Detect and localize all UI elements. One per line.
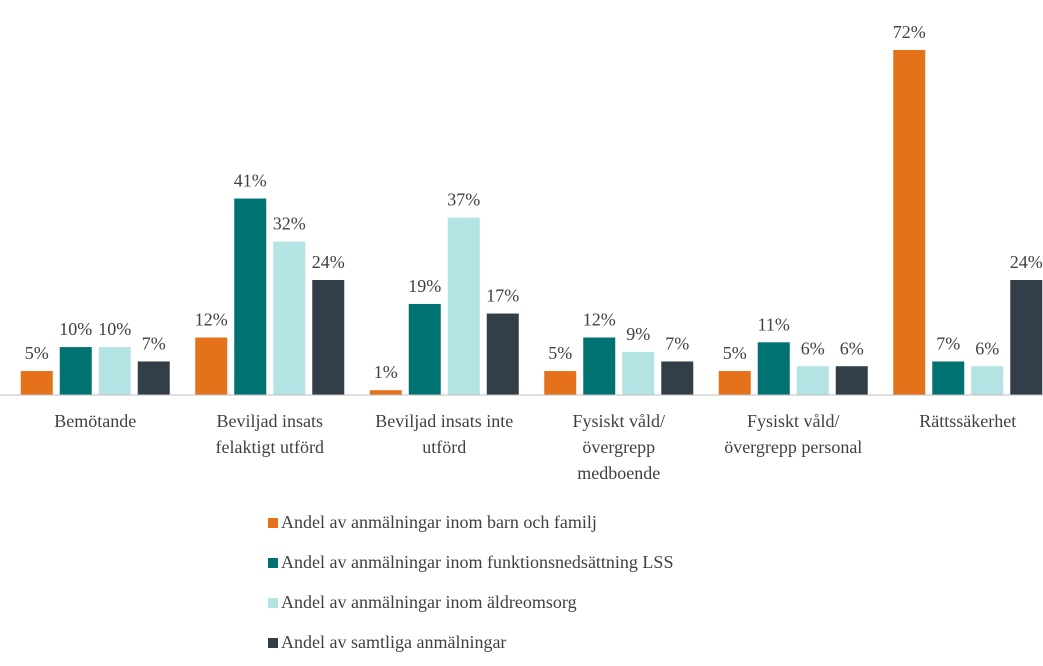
value-label: 24% — [1010, 252, 1043, 272]
bar — [234, 198, 267, 395]
value-label: 7% — [665, 333, 689, 353]
bar — [622, 351, 655, 395]
legend-item: Andel av anmälningar inom barn och famil… — [268, 512, 597, 533]
legend-label: Andel av anmälningar inom funktionsnedsä… — [281, 552, 674, 572]
value-label: 12% — [195, 310, 228, 330]
value-label: 72% — [893, 22, 926, 42]
bar — [273, 241, 306, 395]
bar — [447, 217, 480, 395]
x-tick-label: Rättssäkerhet — [919, 411, 1017, 431]
value-label: 6% — [801, 338, 825, 358]
bar — [583, 337, 616, 395]
bar — [971, 366, 1004, 395]
x-tick-label: Bemötande — [54, 411, 137, 431]
bar — [98, 347, 131, 395]
bar — [661, 361, 694, 395]
bar — [369, 390, 402, 395]
value-label: 5% — [548, 343, 572, 363]
bar — [137, 361, 170, 395]
value-label: 10% — [59, 319, 92, 339]
value-label: 1% — [374, 362, 398, 382]
value-label: 7% — [936, 333, 960, 353]
value-label: 17% — [486, 286, 519, 306]
bar — [757, 342, 790, 395]
value-label: 12% — [583, 310, 616, 330]
value-label: 19% — [408, 276, 441, 296]
bar — [893, 50, 926, 395]
bar — [544, 371, 577, 395]
x-tick-label: Beviljad insats inte utförd — [375, 411, 514, 457]
bar — [932, 361, 965, 395]
legend-label: Andel av anmälningar inom äldreomsorg — [281, 592, 577, 612]
bar — [1010, 280, 1043, 395]
x-tick-label: Beviljad insats felaktigt utförd — [215, 411, 324, 457]
legend-swatch — [268, 597, 278, 608]
bar — [59, 347, 92, 395]
bar — [835, 366, 868, 395]
x-tick-label: Fysiskt våld/övergrepp medboende — [572, 411, 665, 483]
bar — [796, 366, 829, 395]
bar — [408, 303, 441, 395]
bar — [486, 313, 519, 395]
legend-label: Andel av samtliga anmälningar — [281, 632, 507, 652]
value-label: 5% — [25, 343, 49, 363]
value-label: 10% — [98, 319, 131, 339]
legend-swatch — [268, 557, 278, 568]
legend-label: Andel av anmälningar inom barn och famil… — [281, 512, 597, 532]
value-label: 9% — [626, 324, 650, 344]
bar — [195, 337, 228, 395]
value-label: 24% — [312, 252, 345, 272]
bar — [312, 280, 345, 395]
value-label: 6% — [840, 338, 864, 358]
value-label: 11% — [758, 314, 790, 334]
legend-item: Andel av anmälningar inom äldreomsorg — [268, 592, 577, 613]
legend-item: Andel av samtliga anmälningar — [268, 632, 506, 653]
value-label: 6% — [975, 338, 999, 358]
legend-swatch — [268, 517, 278, 528]
value-label: 32% — [273, 214, 306, 234]
bar — [20, 371, 53, 395]
x-tick-label: Fysiskt våld/övergrepp personal — [724, 411, 863, 457]
legend-item: Andel av anmälningar inom funktionsnedsä… — [268, 552, 673, 573]
value-label: 7% — [142, 333, 166, 353]
value-label: 5% — [723, 343, 747, 363]
value-label: 41% — [234, 171, 267, 191]
legend-swatch — [268, 637, 278, 648]
bar — [718, 371, 751, 395]
value-label: 37% — [447, 190, 480, 210]
